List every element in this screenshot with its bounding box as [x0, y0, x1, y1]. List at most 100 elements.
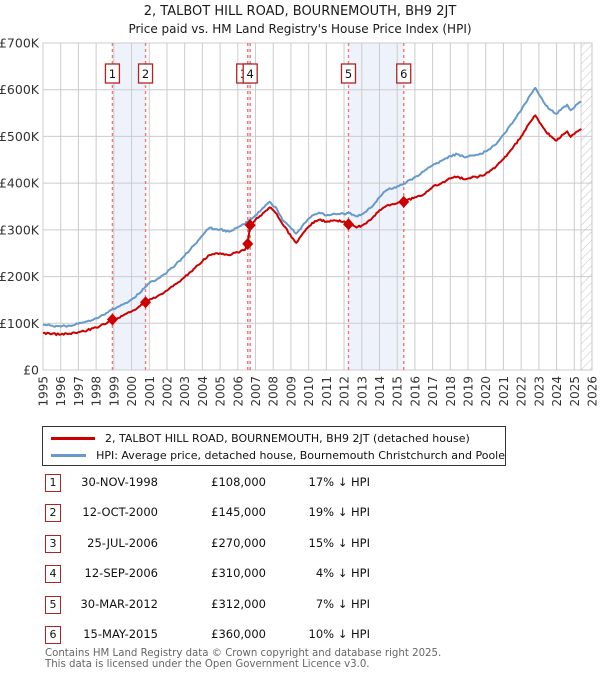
sale-flag-box-6: [396, 63, 412, 84]
sale-price: £310,000: [211, 566, 266, 581]
legend-label-price: 2, TALBOT HILL ROAD, BOURNEMOUTH, BH9 2J…: [105, 432, 470, 445]
sale-date: 30-MAR-2012: [80, 596, 158, 611]
x-tick-2017: 2017: [426, 376, 440, 407]
license-footer: Contains HM Land Registry data © Crown c…: [45, 648, 595, 670]
x-tick-2015: 2015: [391, 376, 405, 407]
sale-price: £270,000: [211, 535, 266, 550]
sale-hpi-diff: 7% ↓ HPI: [315, 596, 370, 611]
hpi-line: [43, 86, 582, 328]
sale-date: 12-SEP-2006: [84, 566, 158, 581]
sale-marker-2: [140, 296, 152, 309]
x-tick-2001: 2001: [143, 376, 157, 407]
x-tick-2009: 2009: [284, 376, 298, 407]
x-tick-2008: 2008: [267, 376, 281, 407]
sale-hpi-diff: 4% ↓ HPI: [315, 566, 370, 581]
x-tick-1998: 1998: [90, 376, 104, 407]
x-tick-2025: 2025: [568, 376, 582, 407]
x-tick-2005: 2005: [214, 376, 228, 407]
sale-date: 25-JUL-2006: [87, 535, 158, 550]
sale-price: £108,000: [211, 475, 266, 489]
x-tick-2000: 2000: [125, 376, 139, 407]
sale-flag-num-6: 6: [400, 67, 407, 81]
sale-row-number: 1: [45, 474, 61, 492]
ownership-band-2: [247, 43, 251, 370]
sale-flag-box-2: [137, 63, 154, 84]
sale-hpi-diff: 17% ↓ HPI: [308, 475, 370, 489]
sale-row-5: 5 30-MAR-2012 £312,000 7% ↓ HPI: [0, 595, 600, 626]
x-tick-2004: 2004: [196, 376, 210, 407]
y-tick-£100K: £100K: [0, 316, 40, 331]
sale-row-number: 2: [45, 504, 61, 523]
x-tick-2021: 2021: [497, 376, 511, 407]
y-tick-£0: £0: [23, 363, 39, 378]
legend-label-hpi: HPI: Average price, detached house, Bour…: [96, 449, 505, 462]
sale-row-4: 4 12-SEP-2006 £310,000 4% ↓ HPI: [0, 565, 600, 595]
sale-price: £360,000: [211, 627, 266, 641]
sale-marker-3: [242, 237, 254, 250]
sale-marker-6: [398, 195, 410, 208]
sale-marker-5: [342, 218, 354, 231]
x-tick-2026: 2026: [586, 376, 600, 407]
legend-row-price: 2, TALBOT HILL ROAD, BOURNEMOUTH, BH9 2J…: [51, 430, 505, 447]
y-tick-£700K: £700K: [0, 36, 40, 51]
hpi-line-swatch: [51, 454, 87, 457]
sale-price: £312,000: [211, 596, 266, 611]
x-tick-2010: 2010: [302, 376, 316, 407]
x-tick-2016: 2016: [408, 376, 422, 407]
ownership-band-3: [348, 43, 404, 370]
x-tick-2014: 2014: [373, 376, 387, 407]
x-tick-2019: 2019: [462, 376, 476, 407]
x-tick-2024: 2024: [550, 376, 564, 407]
footer-line-1: Contains HM Land Registry data © Crown c…: [45, 648, 442, 659]
y-tick-£400K: £400K: [0, 176, 40, 191]
y-tick-£300K: £300K: [0, 222, 40, 237]
sale-row-number: 5: [45, 595, 61, 614]
price-paid-line: [42, 114, 582, 337]
x-tick-2011: 2011: [320, 376, 334, 407]
sale-flag-box-4: [242, 63, 258, 84]
sale-row-number: 4: [45, 565, 61, 584]
sale-date: 15-MAY-2015: [83, 627, 158, 641]
price-history-chart: 123456£0£100K£200K£300K£400K£500K£600K£7…: [0, 36, 600, 407]
sale-hpi-diff: 10% ↓ HPI: [308, 627, 370, 641]
sale-flag-box-1: [104, 63, 121, 84]
sale-row-number: 6: [45, 626, 61, 644]
x-tick-1999: 1999: [107, 376, 121, 407]
x-tick-1996: 1996: [54, 376, 68, 407]
chart-legend: 2, TALBOT HILL ROAD, BOURNEMOUTH, BH9 2J…: [42, 426, 506, 466]
sale-hpi-diff: 19% ↓ HPI: [308, 505, 370, 520]
footer-line-2: This data is licensed under the Open Gov…: [45, 659, 370, 670]
page-subtitle: Price paid vs. HM Land Registry's House …: [128, 22, 472, 36]
future-hatch-region: [580, 42, 593, 371]
ownership-band-1: [112, 43, 146, 370]
y-tick-£200K: £200K: [0, 269, 40, 284]
x-tick-2006: 2006: [231, 376, 245, 407]
sale-flag-num-2: 2: [142, 67, 149, 81]
x-tick-2003: 2003: [178, 376, 192, 407]
sale-flag-num-4: 4: [247, 67, 254, 81]
sale-marker-1: [106, 313, 118, 326]
sale-flag-box-5: [340, 63, 357, 84]
sale-hpi-diff: 15% ↓ HPI: [308, 535, 370, 550]
x-tick-1997: 1997: [72, 376, 86, 407]
sale-row-6: 6 15-MAY-2015 £360,000 10% ↓ HPI: [0, 626, 600, 656]
page-title: 2, TALBOT HILL ROAD, BOURNEMOUTH, BH9 2J…: [143, 4, 457, 19]
x-tick-2007: 2007: [249, 376, 263, 407]
legend-row-hpi: HPI: Average price, detached house, Bour…: [51, 447, 505, 464]
sale-row-2: 2 12-OCT-2000 £145,000 19% ↓ HPI: [0, 504, 600, 534]
sale-row-number: 3: [45, 534, 61, 553]
sale-marker-4: [244, 219, 256, 232]
sale-row-3: 3 25-JUL-2006 £270,000 15% ↓ HPI: [0, 534, 600, 565]
x-tick-1995: 1995: [37, 376, 51, 407]
sale-row-1: 1 30-NOV-1998 £108,000 17% ↓ HPI: [0, 474, 600, 504]
x-tick-2012: 2012: [338, 376, 352, 407]
x-tick-2018: 2018: [444, 376, 458, 407]
y-tick-£500K: £500K: [0, 129, 40, 144]
y-tick-£600K: £600K: [0, 82, 40, 97]
sale-price: £145,000: [211, 505, 266, 520]
x-tick-2023: 2023: [532, 376, 546, 407]
price-line-swatch: [51, 437, 95, 440]
sale-flag-num-5: 5: [345, 67, 352, 81]
x-tick-2002: 2002: [160, 376, 174, 407]
